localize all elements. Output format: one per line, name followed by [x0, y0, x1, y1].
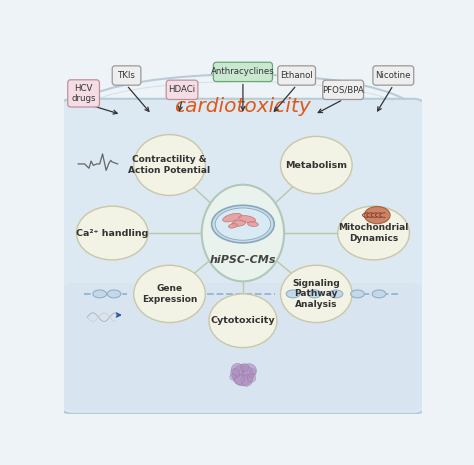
- Text: Anthracyclines: Anthracyclines: [211, 67, 275, 76]
- Text: Mitochondrial
Dynamics: Mitochondrial Dynamics: [338, 223, 409, 243]
- Ellipse shape: [286, 290, 300, 298]
- FancyBboxPatch shape: [373, 66, 414, 85]
- FancyBboxPatch shape: [112, 66, 141, 85]
- Text: HDACi: HDACi: [168, 85, 196, 94]
- Text: cardiotoxicity: cardiotoxicity: [174, 97, 311, 116]
- FancyBboxPatch shape: [213, 62, 273, 81]
- FancyBboxPatch shape: [58, 99, 428, 414]
- FancyBboxPatch shape: [68, 80, 100, 107]
- Ellipse shape: [202, 185, 284, 281]
- Text: Cytotoxicity: Cytotoxicity: [210, 316, 275, 325]
- Text: PFOS/BPA: PFOS/BPA: [322, 85, 364, 94]
- Ellipse shape: [76, 206, 148, 260]
- Circle shape: [250, 369, 256, 374]
- Circle shape: [241, 363, 249, 371]
- FancyBboxPatch shape: [323, 80, 364, 100]
- Ellipse shape: [134, 265, 205, 323]
- Ellipse shape: [281, 136, 352, 193]
- Ellipse shape: [239, 216, 255, 223]
- Ellipse shape: [247, 222, 258, 226]
- Ellipse shape: [107, 290, 121, 298]
- Text: Signaling
Pathway
Analysis: Signaling Pathway Analysis: [292, 279, 340, 309]
- Text: Ca²⁺ handling: Ca²⁺ handling: [76, 228, 148, 238]
- Text: Metabolism: Metabolism: [285, 160, 347, 170]
- Ellipse shape: [209, 294, 277, 348]
- Ellipse shape: [338, 206, 410, 260]
- FancyBboxPatch shape: [62, 283, 424, 410]
- Ellipse shape: [329, 290, 343, 298]
- Text: Contractility &
Action Potential: Contractility & Action Potential: [128, 155, 210, 175]
- Text: Nicotine: Nicotine: [375, 71, 411, 80]
- FancyBboxPatch shape: [166, 80, 198, 100]
- Ellipse shape: [134, 134, 205, 195]
- Text: TKIs: TKIs: [118, 71, 136, 80]
- Circle shape: [230, 369, 240, 378]
- Ellipse shape: [232, 220, 246, 226]
- Circle shape: [241, 375, 252, 386]
- Circle shape: [242, 364, 256, 378]
- Ellipse shape: [281, 265, 352, 323]
- Ellipse shape: [365, 206, 390, 224]
- Ellipse shape: [93, 290, 107, 298]
- Text: HCV
drugs: HCV drugs: [72, 84, 96, 103]
- Ellipse shape: [228, 224, 237, 228]
- Ellipse shape: [223, 213, 242, 222]
- Circle shape: [247, 374, 256, 382]
- Ellipse shape: [351, 290, 365, 298]
- Ellipse shape: [308, 290, 321, 298]
- Circle shape: [231, 363, 244, 376]
- Ellipse shape: [211, 205, 274, 243]
- Text: Gene
Expression: Gene Expression: [142, 284, 197, 304]
- Ellipse shape: [215, 208, 271, 240]
- Text: Ethanol: Ethanol: [280, 71, 313, 80]
- FancyBboxPatch shape: [278, 66, 316, 85]
- Text: hiPSC-CMs: hiPSC-CMs: [210, 255, 276, 265]
- Circle shape: [230, 374, 236, 380]
- Ellipse shape: [372, 290, 386, 298]
- Circle shape: [232, 365, 254, 386]
- Circle shape: [234, 374, 245, 385]
